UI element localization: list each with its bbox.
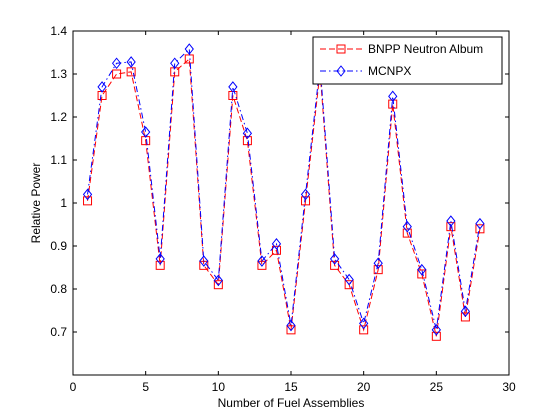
data-point-diamond xyxy=(111,57,122,70)
series-line xyxy=(87,47,481,330)
x-tick-label: 10 xyxy=(212,380,226,394)
x-tick-label: 20 xyxy=(357,380,371,394)
data-point-diamond xyxy=(271,238,282,250)
legend-label: MCNPX xyxy=(368,64,411,78)
y-tick-label: 0.7 xyxy=(50,325,67,339)
data-point-diamond xyxy=(344,273,354,286)
data-point-square xyxy=(126,67,136,77)
data-point-diamond xyxy=(388,90,398,103)
data-point-square xyxy=(112,69,122,79)
data-point-diamond xyxy=(431,324,441,336)
y-tick-label: 1.4 xyxy=(50,24,67,38)
data-point-diamond xyxy=(373,257,383,270)
data-point-diamond xyxy=(141,126,151,138)
data-point-diamond xyxy=(329,253,340,265)
data-point-square xyxy=(402,228,412,238)
data-point-diamond xyxy=(155,253,165,265)
data-point-square xyxy=(213,280,223,290)
y-axis-label: Relative Power xyxy=(29,163,43,244)
y-tick-label: 0.9 xyxy=(50,239,67,253)
x-tick-label: 5 xyxy=(142,380,149,394)
x-axis-label: Number of Fuel Assemblies xyxy=(218,396,365,410)
data-point-diamond xyxy=(257,255,267,267)
data-point-diamond xyxy=(359,317,369,330)
legend-label: BNPP Neutron Album xyxy=(368,42,483,56)
data-point-diamond xyxy=(242,127,253,140)
data-point-diamond xyxy=(228,81,238,93)
data-point-diamond xyxy=(475,217,485,230)
legend-marker-square xyxy=(336,44,346,54)
data-point-square xyxy=(359,325,369,335)
y-tick-label: 1 xyxy=(60,196,67,210)
x-axis: 0 5 10 15 20 25 30 xyxy=(70,31,516,394)
data-point-diamond xyxy=(417,263,427,276)
data-point-square xyxy=(286,325,296,335)
data-point-square xyxy=(373,265,383,275)
y-tick-label: 0.8 xyxy=(50,282,67,296)
series-bnpp-neutron-album xyxy=(83,54,485,341)
data-point-diamond xyxy=(446,215,456,227)
data-point-square xyxy=(431,331,441,341)
series-line xyxy=(87,57,481,337)
data-point-diamond xyxy=(213,274,223,287)
y-tick-label: 1.2 xyxy=(50,110,67,124)
legend: BNPP Neutron Album MCNPX xyxy=(312,36,503,85)
series-mcnpx xyxy=(82,43,485,336)
data-point-diamond xyxy=(460,305,471,318)
y-tick-label: 1.1 xyxy=(50,153,67,167)
series-layer xyxy=(82,43,485,341)
legend-marker-diamond xyxy=(336,65,346,77)
plot-area xyxy=(72,30,510,376)
data-point-diamond xyxy=(170,57,180,70)
data-point-diamond xyxy=(97,81,107,93)
data-point-square xyxy=(83,196,93,206)
data-point-square xyxy=(344,280,354,290)
x-tick-label: 15 xyxy=(284,380,298,394)
data-point-diamond xyxy=(126,56,136,68)
data-point-diamond xyxy=(82,188,93,201)
x-tick-label: 0 xyxy=(70,380,77,394)
data-point-square xyxy=(271,245,281,255)
data-point-diamond xyxy=(300,188,311,201)
data-point-square xyxy=(417,269,427,279)
data-point-diamond xyxy=(286,319,296,332)
data-point-diamond xyxy=(184,43,194,55)
data-point-square xyxy=(155,260,165,270)
x-tick-label: 30 xyxy=(502,380,516,394)
x-tick-label: 25 xyxy=(430,380,444,394)
data-point-diamond xyxy=(199,255,209,267)
data-point-square xyxy=(460,312,470,322)
y-axis: 0.7 0.8 0.9 1 1.1 1.2 1.3 1.4 xyxy=(50,24,509,339)
y-tick-label: 1.3 xyxy=(50,67,67,81)
data-point-square xyxy=(475,224,485,234)
data-point-diamond xyxy=(402,220,412,233)
